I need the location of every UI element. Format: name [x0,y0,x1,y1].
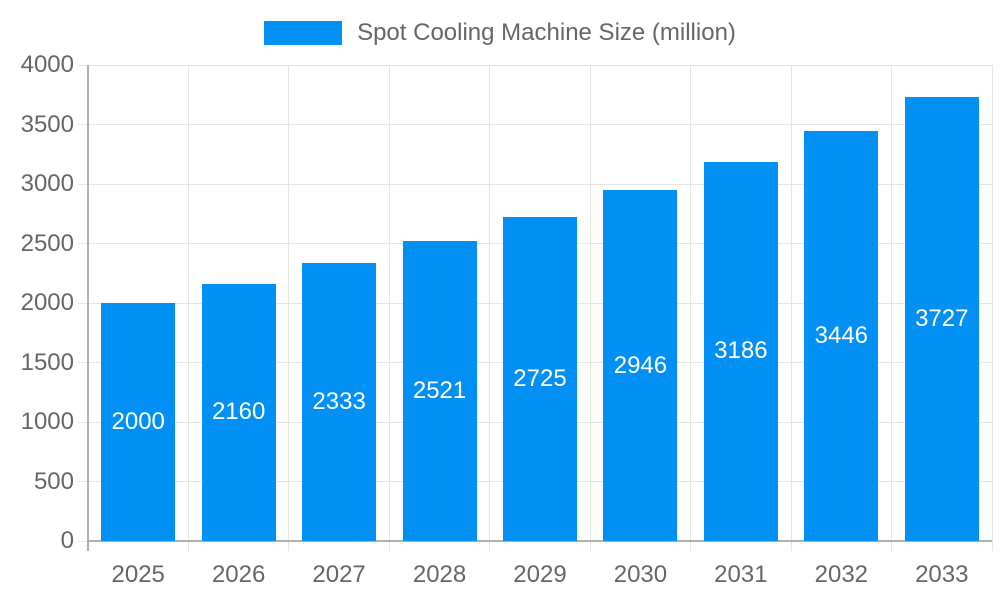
y-gridline [78,124,992,125]
bar-value-label: 2725 [513,364,567,392]
bar-value-label: 3446 [814,321,869,349]
x-gridline [388,65,390,551]
x-tick-label: 2030 [613,561,668,588]
y-tick-label: 1000 [20,408,74,435]
y-tick-label: 500 [33,467,74,495]
y-tick-label: 4000 [20,51,74,78]
x-tick-label: 2033 [915,561,969,588]
x-tick-label: 2025 [111,561,165,588]
bar-2032 [804,130,879,541]
y-tick-label: 3500 [20,110,74,138]
y-gridline [78,183,992,185]
legend-item[interactable]: Spot Cooling Machine Size (million) [0,19,1000,46]
bar-value-label: 2946 [613,351,668,379]
x-gridline [288,65,290,551]
x-gridline [489,65,491,551]
bar-2031 [703,161,778,541]
bar-2026 [201,283,276,541]
bar-2030 [603,190,678,541]
bar-value-label: 3186 [714,337,768,365]
bar-value-label: 2333 [312,388,366,416]
legend-label: Spot Cooling Machine Size (million) [357,19,736,46]
x-gridline [891,65,893,551]
bar-2029 [503,216,577,541]
x-tick-label: 2028 [412,561,467,588]
x-gridline [790,65,792,551]
bar-value-label: 2000 [111,408,165,435]
x-gridline [690,65,692,551]
bar-2027 [302,263,377,541]
bar-2025 [101,303,176,541]
y-tick-label: 3000 [20,170,74,197]
x-tick-label: 2027 [312,561,366,588]
y-axis-line [87,65,89,551]
x-tick-label: 2032 [814,561,869,588]
x-gridline [589,65,591,551]
x-gridline [187,65,189,551]
bar-value-label: 2160 [211,398,266,426]
bar-value-label: 3727 [915,305,969,333]
y-tick-label: 2000 [20,289,74,316]
bar-value-label: 2521 [412,377,467,404]
y-tick-label: 1500 [20,348,74,376]
legend-swatch [264,21,343,45]
y-tick-label: 0 [60,527,74,554]
x-tick-label: 2031 [714,561,768,588]
x-tick-label: 2026 [211,561,266,588]
x-gridline [991,65,993,551]
bar-2028 [402,241,477,541]
y-tick-label: 2500 [20,229,74,257]
y-gridline [78,64,992,66]
x-tick-label: 2029 [513,561,567,588]
bar-2033 [904,97,979,541]
